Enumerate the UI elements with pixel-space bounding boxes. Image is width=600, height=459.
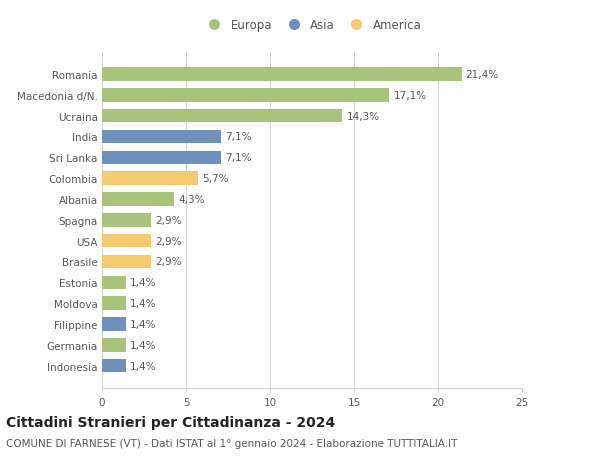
Bar [102, 172, 198, 185]
Text: COMUNE DI FARNESE (VT) - Dati ISTAT al 1° gennaio 2024 - Elaborazione TUTTITALIA: COMUNE DI FARNESE (VT) - Dati ISTAT al 1… [6, 438, 457, 448]
Text: 7,1%: 7,1% [226, 153, 252, 163]
Bar [102, 276, 125, 290]
Text: 17,1%: 17,1% [394, 90, 427, 101]
Text: 1,4%: 1,4% [130, 340, 156, 350]
Legend: Europa, Asia, America: Europa, Asia, America [199, 15, 425, 35]
Text: 14,3%: 14,3% [346, 112, 380, 121]
Bar [102, 213, 151, 227]
Text: 1,4%: 1,4% [130, 298, 156, 308]
Bar [102, 151, 221, 165]
Text: 5,7%: 5,7% [202, 174, 229, 184]
Text: 4,3%: 4,3% [178, 195, 205, 205]
Bar [102, 235, 151, 248]
Text: 7,1%: 7,1% [226, 132, 252, 142]
Bar [102, 110, 342, 123]
Bar [102, 359, 125, 373]
Bar [102, 68, 461, 82]
Bar [102, 318, 125, 331]
Bar [102, 338, 125, 352]
Text: 2,9%: 2,9% [155, 257, 181, 267]
Bar [102, 89, 389, 102]
Bar [102, 130, 221, 144]
Text: 1,4%: 1,4% [130, 278, 156, 288]
Bar [102, 297, 125, 310]
Text: 1,4%: 1,4% [130, 319, 156, 329]
Text: 2,9%: 2,9% [155, 215, 181, 225]
Bar [102, 193, 174, 206]
Text: 21,4%: 21,4% [466, 70, 499, 80]
Bar [102, 255, 151, 269]
Text: 2,9%: 2,9% [155, 236, 181, 246]
Text: 1,4%: 1,4% [130, 361, 156, 371]
Text: Cittadini Stranieri per Cittadinanza - 2024: Cittadini Stranieri per Cittadinanza - 2… [6, 415, 335, 429]
